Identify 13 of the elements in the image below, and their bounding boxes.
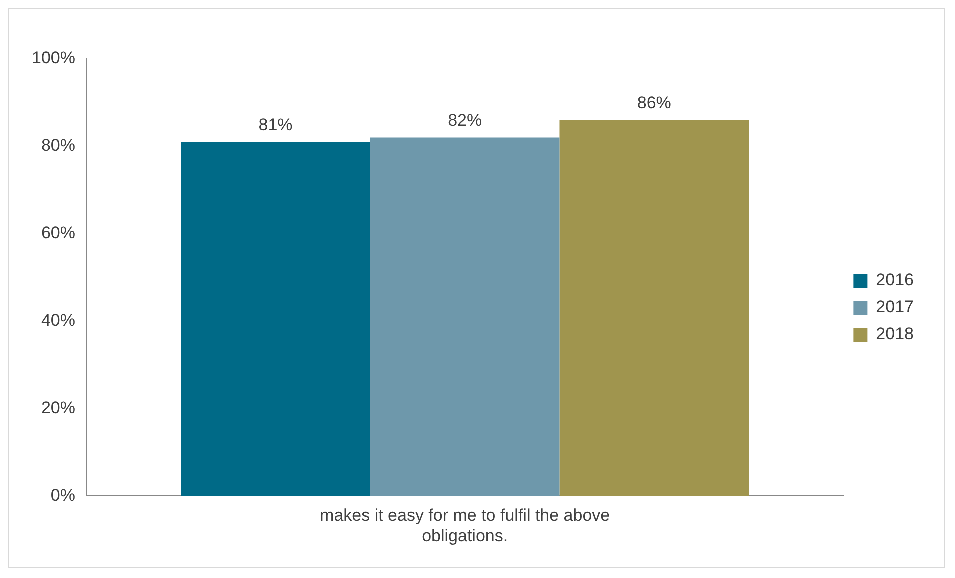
data-label: 81% bbox=[258, 115, 293, 134]
legend-label: 2017 bbox=[876, 298, 914, 317]
y-tick-label: 80% bbox=[41, 136, 76, 156]
x-tick-label: makes it easy for me to fulfil the above obligations. bbox=[320, 506, 610, 546]
y-tick-label: 20% bbox=[41, 398, 76, 418]
data-label: 82% bbox=[448, 110, 482, 130]
y-tick-label: 0% bbox=[50, 486, 76, 505]
y-tick-label: 100% bbox=[32, 48, 76, 68]
y-tick-label: 60% bbox=[41, 224, 76, 243]
data-label: 86% bbox=[637, 93, 672, 112]
legend-label: 2018 bbox=[876, 324, 914, 344]
legend-label: 2016 bbox=[876, 270, 914, 290]
y-tick-label: 40% bbox=[41, 311, 76, 330]
